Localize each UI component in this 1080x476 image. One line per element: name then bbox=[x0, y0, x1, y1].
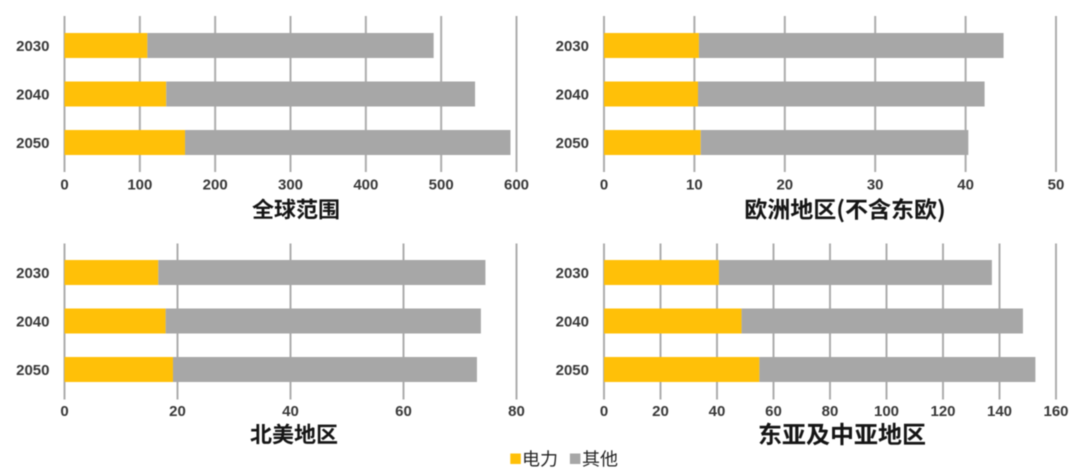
svg-text:20: 20 bbox=[169, 403, 186, 420]
svg-text:10: 10 bbox=[686, 177, 703, 194]
svg-text:0: 0 bbox=[60, 177, 68, 194]
svg-text:20: 20 bbox=[652, 403, 669, 420]
svg-text:600: 600 bbox=[504, 177, 529, 194]
svg-text:40: 40 bbox=[282, 403, 299, 420]
svg-text:2040: 2040 bbox=[556, 87, 589, 104]
svg-text:100: 100 bbox=[127, 177, 152, 194]
svg-text:60: 60 bbox=[395, 403, 412, 420]
svg-text:2050: 2050 bbox=[556, 362, 589, 379]
svg-text:200: 200 bbox=[203, 177, 228, 194]
svg-text:0: 0 bbox=[600, 177, 608, 194]
svg-text:400: 400 bbox=[353, 177, 378, 194]
svg-text:2050: 2050 bbox=[16, 362, 49, 379]
svg-text:30: 30 bbox=[867, 177, 884, 194]
svg-text:100: 100 bbox=[874, 403, 899, 420]
svg-text:2040: 2040 bbox=[556, 314, 589, 331]
svg-text:2030: 2030 bbox=[16, 38, 49, 55]
svg-text:80: 80 bbox=[508, 403, 525, 420]
svg-text:2040: 2040 bbox=[16, 314, 49, 331]
svg-text:300: 300 bbox=[278, 177, 303, 194]
svg-text:50: 50 bbox=[1048, 177, 1065, 194]
svg-text:60: 60 bbox=[765, 403, 782, 420]
svg-text:500: 500 bbox=[429, 177, 454, 194]
svg-text:160: 160 bbox=[1043, 403, 1068, 420]
svg-text:2040: 2040 bbox=[16, 87, 49, 104]
svg-text:2030: 2030 bbox=[556, 265, 589, 282]
svg-text:2050: 2050 bbox=[556, 135, 589, 152]
svg-text:20: 20 bbox=[776, 177, 793, 194]
svg-text:2030: 2030 bbox=[556, 38, 589, 55]
svg-text:2030: 2030 bbox=[16, 265, 49, 282]
svg-text:0: 0 bbox=[600, 403, 608, 420]
svg-text:40: 40 bbox=[709, 403, 726, 420]
svg-text:2050: 2050 bbox=[16, 135, 49, 152]
svg-text:40: 40 bbox=[957, 177, 974, 194]
svg-text:120: 120 bbox=[930, 403, 955, 420]
svg-text:140: 140 bbox=[987, 403, 1012, 420]
svg-text:0: 0 bbox=[60, 403, 68, 420]
svg-text:80: 80 bbox=[822, 403, 839, 420]
